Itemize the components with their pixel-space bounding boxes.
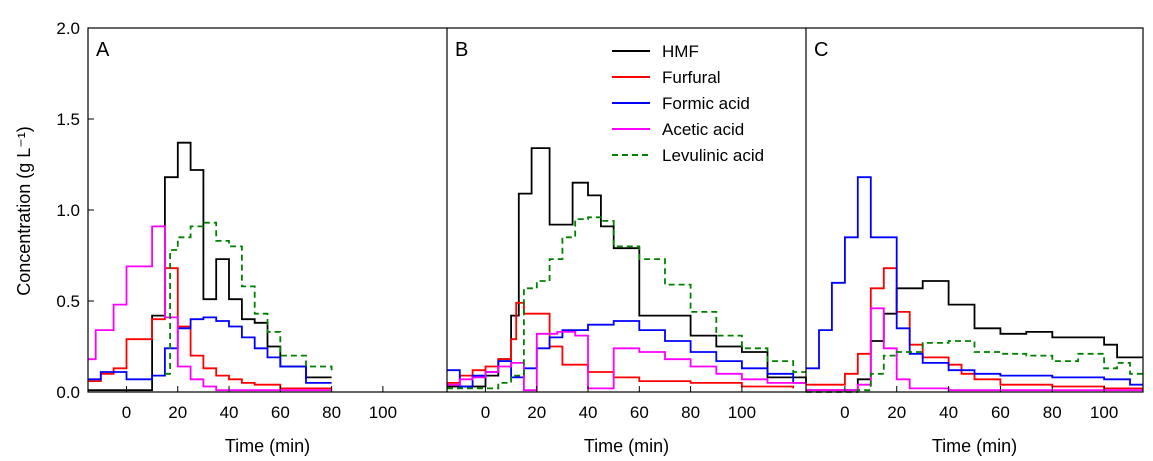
panel-b-series-levulinic-acid bbox=[447, 216, 806, 390]
panel-b-x-tick-label: 20 bbox=[527, 403, 546, 422]
legend-label-hmf: HMF bbox=[662, 42, 699, 61]
panel-b-x-tick-label: 80 bbox=[681, 403, 700, 422]
plot-frame bbox=[87, 27, 1144, 393]
panel-b-x-axis-label: Time (min) bbox=[584, 436, 669, 456]
panel-b-label: B bbox=[455, 39, 468, 61]
legend-label-furfural: Furfural bbox=[662, 68, 721, 87]
y-tick-label: 1.5 bbox=[56, 110, 80, 129]
panel-b-series-hmf bbox=[447, 147, 807, 388]
y-tick-label: 2.0 bbox=[56, 19, 80, 38]
panel-c-series-furfural bbox=[806, 267, 1143, 390]
panel-c-series-formic-acid bbox=[806, 176, 1143, 386]
legend-label-formic-acid: Formic acid bbox=[662, 94, 750, 113]
y-tick-label: 0.5 bbox=[56, 292, 80, 311]
panel-c-label: C bbox=[814, 39, 828, 61]
panel-a-x-tick-label: 100 bbox=[369, 403, 397, 422]
panel-b-x-tick-label: 40 bbox=[579, 403, 598, 422]
panel-a-x-tick-label: 40 bbox=[220, 403, 239, 422]
panel-c-series-levulinic-acid bbox=[806, 340, 1143, 393]
panel-b-x-tick-label: 60 bbox=[630, 403, 649, 422]
panel-a-series-hmf bbox=[88, 141, 332, 392]
panel-a-x-axis-label: Time (min) bbox=[225, 436, 310, 456]
legend-label-acetic-acid: Acetic acid bbox=[662, 120, 744, 139]
panel-a-x-tick-label: 0 bbox=[122, 403, 131, 422]
panel-a-series-acetic-acid bbox=[88, 225, 332, 392]
y-tick-label: 1.0 bbox=[56, 201, 80, 220]
panel-a-x-tick-label: 60 bbox=[271, 403, 290, 422]
panel-c-x-tick-label: 80 bbox=[1043, 403, 1062, 422]
panel-c-x-tick-label: 100 bbox=[1090, 403, 1118, 422]
panel-a-label: A bbox=[96, 39, 110, 61]
panel-c-x-axis-label: Time (min) bbox=[932, 436, 1017, 456]
panel-a-series-furfural bbox=[88, 267, 332, 390]
panel-b-x-tick-label: 100 bbox=[728, 403, 756, 422]
panel-c-x-tick-label: 40 bbox=[939, 403, 958, 422]
legend-label-levulinic-acid: Levulinic acid bbox=[662, 146, 764, 165]
panel-b-series-acetic-acid bbox=[447, 331, 806, 392]
panel-b-x-tick-label: 0 bbox=[481, 403, 490, 422]
panel-a-x-tick-label: 80 bbox=[322, 403, 341, 422]
panel-b-series-furfural bbox=[447, 301, 795, 389]
panel-a-x-tick-label: 20 bbox=[168, 403, 187, 422]
panel-a-series-formic-acid bbox=[88, 316, 332, 384]
y-axis-label: Concentration (g L⁻¹) bbox=[14, 126, 34, 296]
panel-c-x-tick-label: 60 bbox=[991, 403, 1010, 422]
plot-area: 0 20 40 60 80 100 Time (min) A 0 20 40 60 80 100 Time … bbox=[56, 19, 1144, 456]
y-tick-label: 0.0 bbox=[56, 383, 80, 402]
panel-c-x-tick-label: 20 bbox=[887, 403, 906, 422]
panel-c-x-tick-label: 0 bbox=[840, 403, 849, 422]
panel-c-series-acetic-acid bbox=[806, 307, 1143, 392]
